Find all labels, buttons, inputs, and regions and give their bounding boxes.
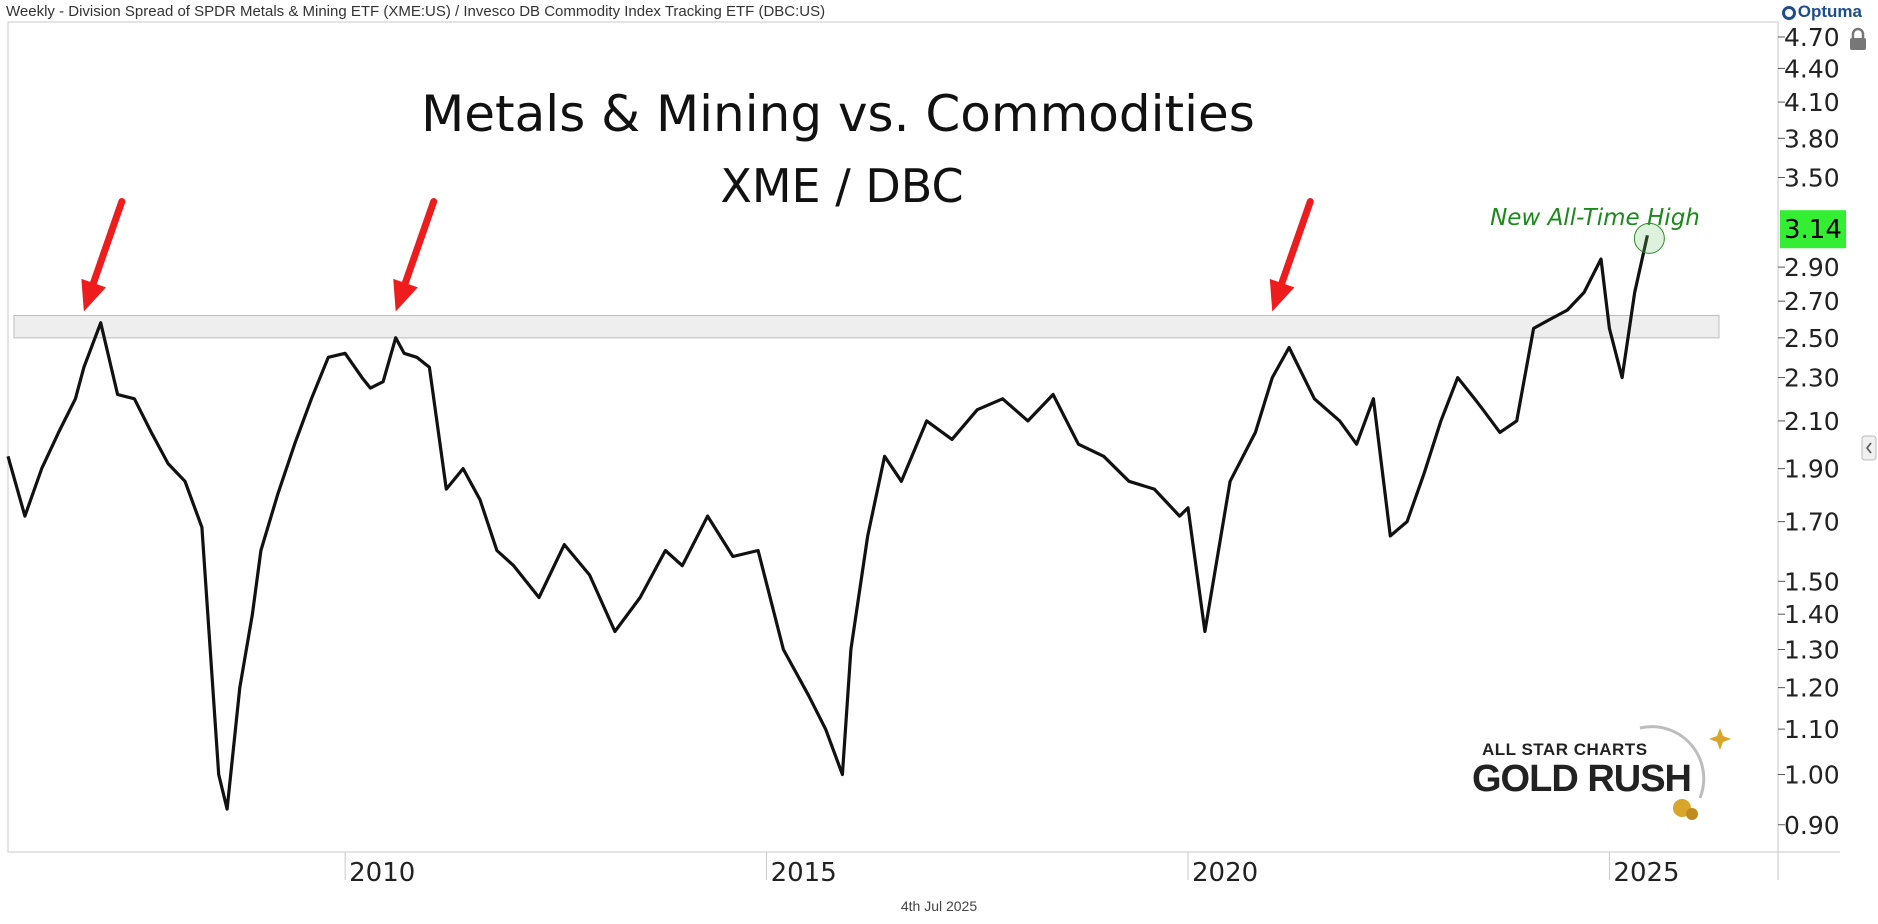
y-tick-label: 1.40	[1784, 600, 1840, 629]
x-tick-label: 2010	[349, 858, 415, 888]
collapse-panel-icon[interactable]	[1861, 435, 1877, 461]
y-tick-label: 4.70	[1784, 23, 1840, 52]
optuma-brand-text: Optuma	[1797, 2, 1862, 21]
y-tick-label: 1.10	[1784, 715, 1840, 744]
y-tick-label: 2.10	[1784, 407, 1840, 436]
logo-line2: GOLD RUSH	[1472, 758, 1692, 800]
y-tick-label: 2.70	[1784, 287, 1840, 316]
x-tick-label: 2015	[771, 858, 837, 888]
y-tick-label: 1.90	[1784, 455, 1840, 484]
y-tick-label: 2.30	[1784, 364, 1840, 393]
x-tick-label: 2025	[1613, 858, 1679, 888]
lock-icon[interactable]	[1850, 27, 1866, 50]
series-line	[6, 234, 1649, 811]
y-tick-label: 4.10	[1784, 88, 1840, 117]
all-time-high-annotation: New All-Time High	[1490, 205, 1700, 231]
footer-date: 4th Jul 2025	[900, 898, 978, 914]
red-arrow-head-3	[1269, 278, 1295, 312]
red-arrow-head-1	[81, 278, 106, 312]
x-tick-label: 2020	[1192, 858, 1258, 888]
red-arrow-shaft-1	[88, 197, 126, 291]
y-tick-label: 1.20	[1784, 674, 1840, 703]
optuma-ring-icon	[1781, 6, 1796, 20]
y-tick-label: 1.70	[1784, 508, 1840, 537]
chart-header-title: Weekly - Division Spread of SPDR Metals …	[6, 3, 826, 20]
y-tick-label: 3.50	[1784, 163, 1840, 192]
chart-title: Metals & Mining vs. Commodities	[421, 85, 1255, 143]
logo-line1: ALL STAR CHARTS	[1482, 740, 1648, 759]
optuma-logo: Optuma	[1781, 2, 1862, 22]
y-tick-label: 0.90	[1784, 811, 1840, 840]
chart-subtitle: XME / DBC	[720, 159, 963, 213]
y-tick-label: 2.50	[1784, 324, 1840, 353]
red-arrow-shaft-3	[1276, 197, 1314, 291]
y-tick-label: 2.90	[1784, 253, 1840, 282]
y-tick-label: 3.80	[1784, 124, 1840, 153]
y-tick-label: 1.30	[1784, 636, 1840, 665]
gold-rush-logo: ALL STAR CHARTS GOLD RUSH	[1472, 740, 1692, 800]
last-value-badge	[1780, 210, 1846, 249]
last-value-label: 3.14	[1784, 215, 1842, 245]
all-time-high-marker	[1633, 222, 1665, 254]
plot-border	[7, 21, 1779, 853]
red-arrow-shaft-2	[400, 197, 438, 291]
y-tick-label: 1.50	[1784, 567, 1840, 596]
y-tick-label: 1.00	[1784, 761, 1840, 790]
red-arrow-head-2	[393, 278, 418, 312]
resistance-zone	[13, 314, 1720, 339]
y-tick-label: 4.40	[1784, 54, 1840, 83]
